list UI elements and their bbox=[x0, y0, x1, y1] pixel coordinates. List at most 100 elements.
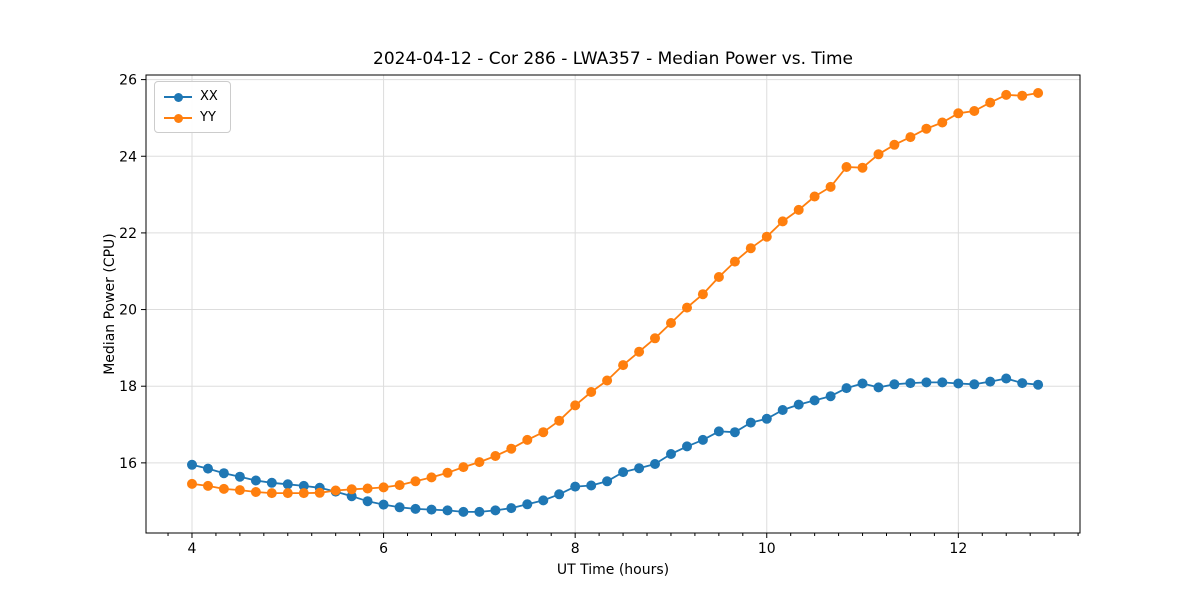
data-point-xx bbox=[682, 441, 692, 452]
data-point-xx bbox=[777, 405, 788, 415]
data-point-xx bbox=[969, 379, 980, 390]
data-point-xx bbox=[506, 503, 517, 514]
legend-line-marker-icon bbox=[164, 113, 192, 123]
series-xx bbox=[187, 373, 1044, 517]
data-point-yy bbox=[218, 483, 229, 494]
data-point-yy bbox=[985, 97, 996, 108]
data-point-yy bbox=[969, 106, 980, 116]
data-point-xx bbox=[1033, 379, 1044, 390]
data-point-yy bbox=[378, 482, 389, 493]
y-tick-label: 18 bbox=[119, 379, 137, 395]
data-point-xx bbox=[570, 481, 581, 492]
data-point-yy bbox=[282, 488, 293, 499]
data-point-xx bbox=[410, 503, 421, 514]
data-point-xx bbox=[218, 468, 229, 479]
data-point-yy bbox=[905, 132, 916, 143]
chart-title: 2024-04-12 - Cor 286 - LWA357 - Median P… bbox=[373, 49, 853, 69]
data-point-yy bbox=[602, 375, 613, 386]
axis-tick-labels: 4 6 8 10 12 16 18 20 22 24 26 bbox=[119, 73, 967, 557]
data-point-yy bbox=[570, 400, 581, 411]
data-point-yy bbox=[394, 480, 405, 491]
data-point-xx bbox=[187, 459, 197, 470]
data-point-yy bbox=[953, 108, 964, 119]
data-point-yy bbox=[857, 162, 868, 173]
data-point-xx bbox=[538, 495, 549, 506]
data-point-xx bbox=[825, 391, 836, 402]
legend[interactable]: XX YY bbox=[154, 81, 231, 133]
data-point-xx bbox=[426, 504, 437, 515]
x-tick-label: 4 bbox=[188, 541, 197, 557]
y-tick-label: 26 bbox=[119, 73, 137, 89]
data-point-xx bbox=[761, 413, 772, 424]
data-point-yy bbox=[266, 488, 277, 499]
data-point-yy bbox=[841, 162, 852, 172]
legend-label-xx: XX bbox=[200, 89, 218, 104]
data-point-yy bbox=[538, 427, 549, 438]
data-point-xx bbox=[378, 499, 389, 510]
data-point-yy bbox=[554, 415, 565, 426]
legend-item-xx[interactable]: XX bbox=[164, 89, 218, 104]
data-point-yy bbox=[586, 387, 597, 397]
data-point-yy bbox=[187, 478, 197, 489]
legend-line-marker-icon bbox=[164, 92, 192, 102]
data-point-xx bbox=[346, 491, 357, 502]
data-point-yy bbox=[777, 216, 788, 227]
y-axis-label: Median Power (CPU) bbox=[102, 233, 118, 375]
x-tick-label: 10 bbox=[758, 541, 776, 557]
data-point-xx bbox=[889, 379, 900, 390]
data-point-yy bbox=[809, 191, 820, 202]
data-point-xx bbox=[793, 399, 804, 410]
data-point-xx bbox=[474, 506, 485, 517]
x-tick-label: 6 bbox=[379, 541, 388, 557]
data-point-yy bbox=[650, 333, 660, 344]
data-point-yy bbox=[873, 149, 884, 160]
data-point-yy bbox=[1033, 88, 1044, 98]
data-point-yy bbox=[250, 487, 261, 497]
data-point-xx bbox=[394, 502, 405, 513]
data-point-xx bbox=[203, 463, 213, 474]
data-point-yy bbox=[1001, 89, 1012, 100]
data-point-xx bbox=[650, 459, 660, 469]
y-tick-label: 16 bbox=[119, 456, 137, 472]
data-point-xx bbox=[234, 471, 245, 482]
data-point-yy bbox=[634, 346, 645, 357]
data-point-xx bbox=[985, 376, 996, 387]
data-point-xx bbox=[266, 477, 277, 488]
data-point-yy bbox=[203, 480, 213, 491]
data-point-xx bbox=[298, 480, 309, 491]
data-point-yy bbox=[1017, 90, 1028, 101]
data-point-yy bbox=[889, 139, 900, 150]
y-tick-label: 22 bbox=[119, 226, 137, 242]
data-point-yy bbox=[682, 302, 692, 313]
data-point-yy bbox=[713, 272, 724, 282]
data-point-xx bbox=[442, 505, 453, 516]
data-point-xx bbox=[745, 417, 756, 428]
data-point-xx bbox=[1017, 378, 1028, 389]
data-point-xx bbox=[921, 377, 932, 388]
data-point-yy bbox=[234, 485, 245, 496]
data-point-yy bbox=[618, 360, 629, 371]
data-point-xx bbox=[1001, 373, 1012, 384]
data-point-yy bbox=[490, 451, 501, 461]
data-point-xx bbox=[953, 378, 964, 389]
data-point-yy bbox=[522, 434, 533, 445]
data-point-yy bbox=[666, 318, 676, 328]
plot-area bbox=[146, 75, 1080, 533]
data-point-yy bbox=[426, 472, 437, 483]
legend-label-yy: YY bbox=[200, 110, 216, 125]
data-point-xx bbox=[873, 382, 884, 393]
data-point-xx bbox=[490, 505, 501, 516]
x-tick-label: 8 bbox=[571, 541, 580, 557]
legend-item-yy[interactable]: YY bbox=[164, 110, 218, 125]
data-point-yy bbox=[729, 256, 740, 267]
data-point-xx bbox=[602, 476, 613, 487]
data-point-xx bbox=[713, 426, 724, 437]
data-point-xx bbox=[841, 383, 852, 394]
data-point-xx bbox=[857, 378, 868, 389]
data-point-xx bbox=[634, 463, 645, 474]
data-point-yy bbox=[362, 483, 373, 494]
data-point-yy bbox=[697, 289, 708, 300]
data-point-yy bbox=[458, 462, 469, 473]
data-point-xx bbox=[458, 506, 469, 517]
